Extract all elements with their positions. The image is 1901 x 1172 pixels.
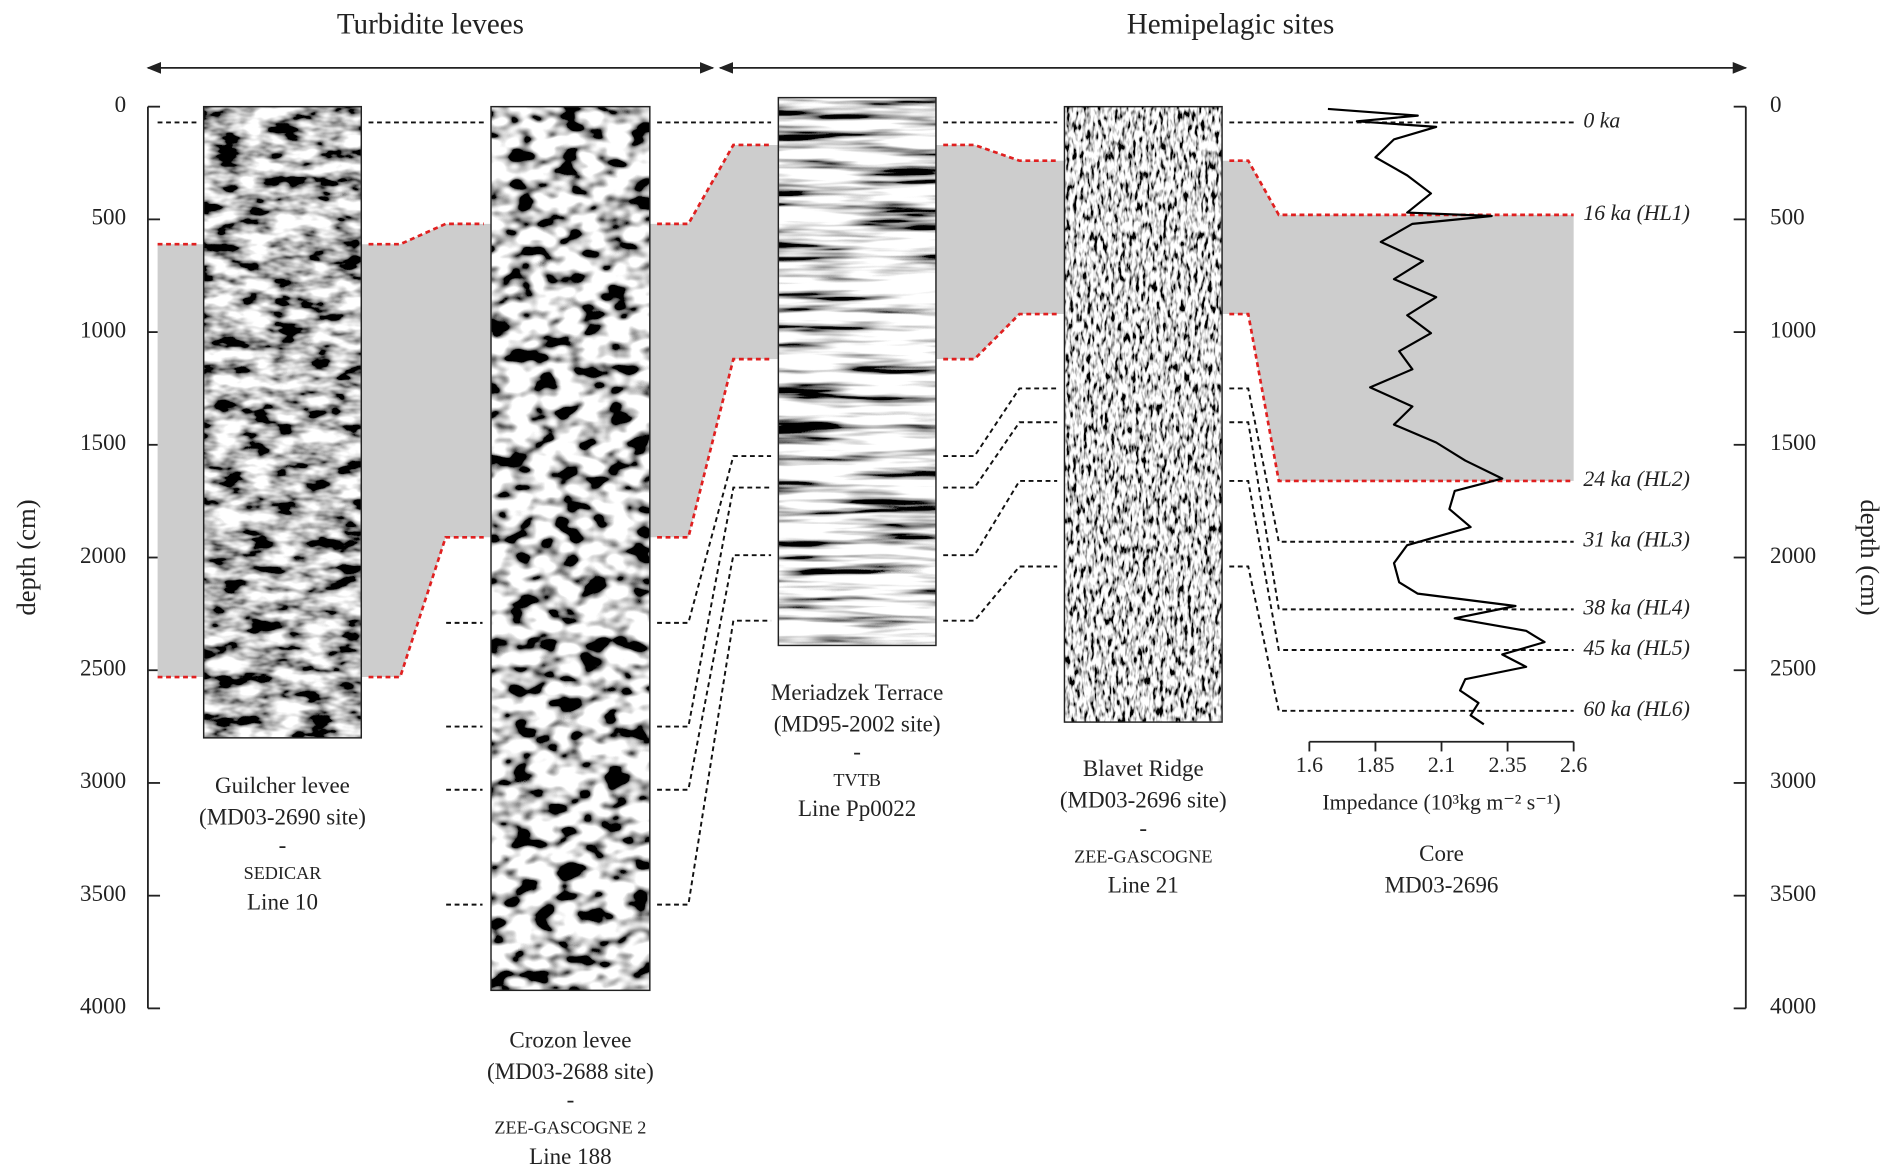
panel-caption: Blavet Ridge — [1083, 755, 1204, 781]
panel-caption: - — [853, 738, 861, 764]
horizon-label: 0 ka — [1583, 108, 1620, 132]
horizon-label: 45 ka (HL5) — [1583, 636, 1690, 660]
y-tick-label: 2500 — [1770, 655, 1816, 681]
seismic-profile — [203, 106, 362, 738]
y-tick-label: 2500 — [80, 655, 126, 681]
seismic-profile — [1064, 106, 1223, 723]
panel-caption: ZEE-GASCOGNE — [1074, 846, 1212, 866]
y-tick-label: 0 — [115, 91, 127, 117]
horizon-line — [657, 357, 772, 539]
horizon-line — [657, 619, 772, 906]
horizon-label: 60 ka (HL6) — [1583, 697, 1690, 721]
panel-caption: - — [279, 831, 287, 857]
y-tick-label: 1000 — [80, 316, 126, 342]
group-title: Hemipelagic sites — [1127, 8, 1335, 40]
horizon-label: 16 ka (HL1) — [1583, 201, 1690, 225]
panel-caption: Line 188 — [529, 1143, 611, 1169]
horizon-label: 38 ka (HL4) — [1582, 595, 1690, 619]
y-tick-label: 3000 — [1770, 767, 1816, 793]
horizon-line — [943, 421, 1058, 489]
horizon-line — [1229, 312, 1574, 483]
y-tick-label: 3500 — [1770, 880, 1816, 906]
horizon-line — [943, 387, 1058, 458]
panel-caption: TVTB — [833, 770, 880, 790]
panel-caption: ZEE-GASCOGNE 2 — [494, 1118, 646, 1138]
panel-caption: (MD03-2690 site) — [199, 804, 366, 830]
x-tick-label: 1.6 — [1296, 753, 1323, 777]
core-caption: MD03-2696 — [1385, 871, 1499, 897]
horizon-line — [943, 143, 1058, 163]
panel-caption: (MD03-2696 site) — [1060, 787, 1227, 813]
x-axis-title: Impedance (10³kg m⁻² s⁻¹) — [1322, 791, 1560, 815]
horizon-line — [657, 455, 772, 624]
panel-caption: Line 21 — [1108, 871, 1179, 897]
seismic-profile — [778, 97, 936, 646]
y-tick-label: 3000 — [80, 767, 126, 793]
panel-caption: - — [567, 1086, 575, 1112]
horizon-line — [657, 486, 772, 728]
horizon-line — [943, 565, 1058, 622]
core-caption: Core — [1419, 840, 1464, 866]
horizon-line — [657, 143, 772, 226]
horizon-line — [368, 535, 484, 679]
axis-title: depth (cm) — [11, 499, 41, 615]
panel-caption: SEDICAR — [244, 863, 323, 883]
y-tick-label: 2000 — [80, 542, 126, 568]
y-tick-label: 500 — [1770, 204, 1805, 230]
y-tick-label: 1000 — [1770, 316, 1816, 342]
y-tick-label: 3500 — [80, 880, 126, 906]
profile-frame — [1063, 105, 1223, 723]
y-tick-label: 0 — [1770, 91, 1782, 117]
x-tick-label: 2.1 — [1428, 753, 1455, 777]
panel-caption: Meriadzek Terrace — [771, 679, 943, 705]
x-tick-label: 2.6 — [1560, 753, 1587, 777]
horizon-line — [1229, 387, 1574, 543]
horizon-line — [943, 479, 1058, 557]
horizon-line — [1229, 565, 1574, 712]
panel-caption: Line Pp0022 — [798, 795, 916, 821]
y-tick-label: 500 — [92, 204, 127, 230]
axis-title: depth (cm) — [1855, 499, 1885, 615]
group-title: Turbidite levees — [337, 8, 524, 40]
horizon-line — [657, 554, 772, 791]
profile-frame — [777, 96, 937, 647]
panel-caption: Guilcher levee — [215, 772, 350, 798]
horizon-line — [1229, 159, 1574, 217]
y-tick-label: 1500 — [1770, 429, 1816, 455]
horizon-label: 24 ka (HL2) — [1583, 467, 1690, 491]
impedance-curve — [1327, 107, 1546, 726]
panel-caption: (MD03-2688 site) — [487, 1058, 654, 1084]
panel-caption: (MD95-2002 site) — [774, 710, 941, 736]
profile-frame — [490, 105, 651, 992]
panel-caption: - — [1139, 815, 1147, 841]
horizon-line — [1229, 479, 1574, 651]
y-tick-label: 4000 — [80, 993, 126, 1019]
profile-frame — [202, 105, 363, 739]
y-tick-label: 4000 — [1770, 993, 1816, 1019]
y-tick-label: 2000 — [1770, 542, 1816, 568]
panel-caption: Crozon levee — [509, 1027, 631, 1053]
x-tick-label: 2.35 — [1489, 753, 1527, 777]
y-tick-label: 1500 — [80, 429, 126, 455]
panel-caption: Line 10 — [247, 888, 318, 914]
horizon-line — [1229, 421, 1574, 611]
horizon-label: 31 ka (HL3) — [1582, 528, 1690, 552]
x-tick-label: 1.85 — [1356, 753, 1394, 777]
seismic-profile — [491, 106, 650, 991]
horizon-line — [943, 312, 1058, 361]
